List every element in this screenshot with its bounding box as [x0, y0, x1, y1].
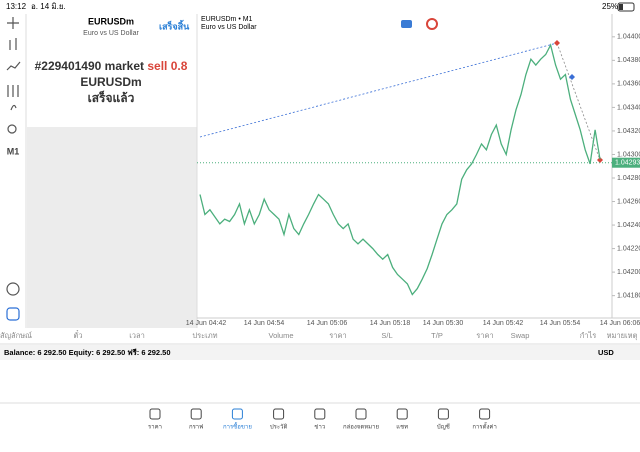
nav-label[interactable]: ประวัติ: [270, 424, 288, 431]
order-side: sell 0.8: [147, 59, 187, 73]
panel-empty: [27, 127, 197, 328]
nav-label[interactable]: การซื้อขาย: [223, 421, 252, 431]
y-tick-label: 1.04180: [617, 292, 640, 299]
column-header[interactable]: สัญลักษณ์: [0, 331, 32, 340]
panel-symbol[interactable]: EURUSDm: [88, 16, 134, 26]
nav-label[interactable]: ข่าว: [314, 424, 325, 431]
trade-marker: [554, 40, 560, 46]
column-header[interactable]: ราคา: [329, 331, 346, 340]
y-tick-label: 1.04220: [617, 245, 640, 252]
nav-icon[interactable]: [231, 408, 243, 420]
currency: USD: [598, 348, 614, 357]
nav-icon[interactable]: [355, 408, 367, 420]
column-header[interactable]: หมายเหตุ: [607, 331, 638, 340]
nav-label[interactable]: กราฟ: [189, 424, 203, 431]
column-header[interactable]: T/P: [431, 331, 443, 340]
x-tick-label: 14 Jun 05:54: [540, 320, 581, 327]
y-tick-label: 1.04200: [617, 269, 640, 276]
nav-icon[interactable]: [273, 408, 285, 420]
time: 13:12: [6, 2, 27, 11]
x-tick-label: 14 Jun 05:30: [423, 320, 464, 327]
timeframe[interactable]: M1: [7, 146, 20, 156]
y-tick-label: 1.04400: [617, 34, 640, 41]
chart-subtitle: Euro vs US Dollar: [201, 24, 257, 31]
x-tick-label: 14 Jun 04:54: [244, 320, 285, 327]
nav-label[interactable]: กล่องจดหมาย: [343, 424, 379, 431]
battery-level: [619, 4, 623, 10]
chart-title: EURUSDm • M1: [201, 16, 253, 23]
trade-line: [199, 42, 558, 138]
x-tick-label: 14 Jun 04:42: [186, 320, 227, 327]
order-text: #229401490 market: [35, 59, 144, 73]
x-tick-label: 14 Jun 05:06: [307, 320, 348, 327]
y-tick-label: 1.04260: [617, 198, 640, 205]
x-tick-label: 14 Jun 05:18: [370, 320, 411, 327]
nav-label[interactable]: แชท: [396, 424, 408, 431]
nav-label[interactable]: การตั้งค่า: [472, 421, 496, 431]
y-tick-label: 1.04340: [617, 104, 640, 111]
y-tick-label: 1.04300: [617, 151, 640, 158]
column-header[interactable]: ตั๋ว: [73, 330, 82, 340]
columns-bar: [0, 328, 640, 344]
nav-icon[interactable]: [190, 408, 202, 420]
battery: 25%: [602, 2, 618, 11]
nav-label[interactable]: ราคา: [148, 424, 162, 431]
x-tick-label: 14 Jun 06:06: [600, 320, 640, 327]
order-status: เสร็จแล้ว: [88, 90, 135, 105]
trade-marker: [569, 74, 575, 80]
toolbar-icons: [6, 17, 21, 321]
nav-label[interactable]: บัญชี: [437, 423, 450, 431]
order-symbol: EURUSDm: [80, 75, 141, 89]
y-tick-label: 1.04380: [617, 57, 640, 64]
y-tick-label: 1.04280: [617, 175, 640, 182]
column-header[interactable]: Swap: [511, 331, 530, 340]
chart-button[interactable]: [426, 18, 438, 30]
trade-line: [556, 42, 601, 161]
nav-icon[interactable]: [396, 408, 408, 420]
y-tick-label: 1.04360: [617, 81, 640, 88]
balance: Balance: 6 292.50 Equity: 6 292.50 ฟรี: …: [4, 348, 171, 357]
column-header[interactable]: กำไร: [580, 331, 597, 340]
nav-icon[interactable]: [314, 408, 326, 420]
battery-icon: [617, 2, 635, 12]
done-button[interactable]: เสร็จสิ้น: [159, 19, 190, 31]
trade-marker: [597, 157, 603, 163]
column-header[interactable]: ประเภท: [192, 331, 217, 340]
column-header[interactable]: Volume: [268, 331, 293, 340]
chart-button[interactable]: [401, 20, 412, 28]
nav-icon[interactable]: [479, 408, 491, 420]
nav-icon[interactable]: [437, 408, 449, 420]
order-line: #229401490 market sell 0.8: [35, 59, 188, 73]
current-price: 1.04293: [615, 160, 640, 167]
nav-icon[interactable]: [149, 408, 161, 420]
panel-description: Euro vs US Dollar: [83, 30, 139, 37]
x-tick-label: 14 Jun 05:42: [483, 320, 524, 327]
date: อ. 14 มิ.ย.: [31, 2, 66, 11]
balance-bar: [0, 345, 640, 360]
column-header[interactable]: ราคา: [476, 331, 493, 340]
column-header[interactable]: S/L: [381, 331, 392, 340]
y-tick-label: 1.04240: [617, 222, 640, 229]
column-header[interactable]: เวลา: [129, 331, 145, 340]
price-line: [199, 43, 601, 296]
y-tick-label: 1.04320: [617, 128, 640, 135]
current-price-box: [612, 157, 640, 168]
